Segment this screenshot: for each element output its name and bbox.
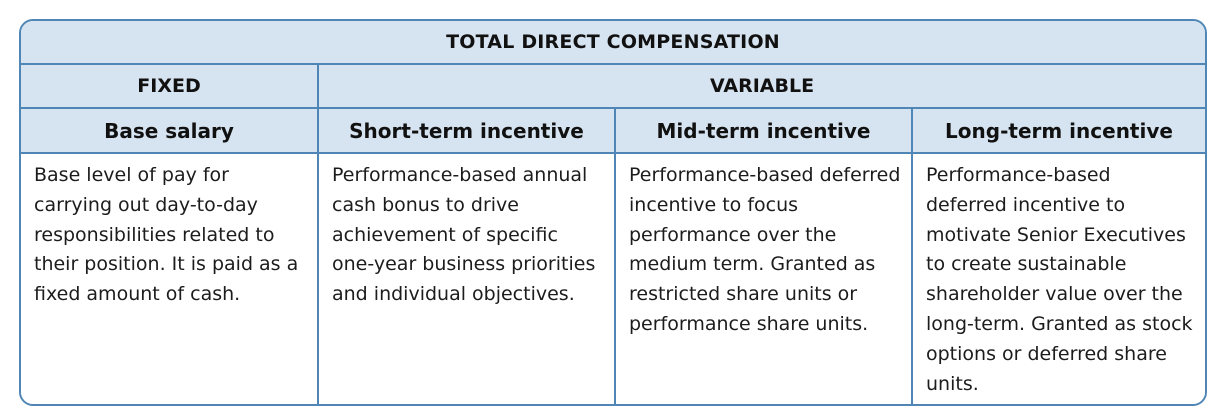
table-title: TOTAL DIRECT COMPENSATION: [446, 31, 780, 53]
column-header-row: Base salary Short-term incentive Mid-ter…: [21, 109, 1205, 154]
description-row: Base level of pay for carrying out day-t…: [21, 154, 1205, 404]
column-header-long-term-incentive: Long-term incentive: [911, 109, 1205, 152]
column-header-base-salary: Base salary: [104, 118, 234, 143]
short-term-incentive-description: Performance-based annual cash bonus to d…: [317, 154, 614, 404]
variable-group-header: VARIABLE: [317, 65, 1205, 107]
column-header-mid-term-incentive: Mid-term incentive: [614, 109, 911, 152]
group-header-row: FIXED VARIABLE: [21, 65, 1205, 109]
fixed-group-header: FIXED: [137, 75, 201, 97]
compensation-table: TOTAL DIRECT COMPENSATION FIXED VARIABLE…: [19, 19, 1207, 406]
long-term-incentive-description: Performance-based deferred incentive to …: [911, 154, 1205, 404]
base-salary-description: Base level of pay for carrying out day-t…: [34, 164, 299, 306]
mid-term-incentive-description: Performance-based deferred incentive to …: [614, 154, 911, 404]
column-header-short-term-incentive: Short-term incentive: [317, 109, 614, 152]
table-title-row: TOTAL DIRECT COMPENSATION: [21, 21, 1205, 65]
